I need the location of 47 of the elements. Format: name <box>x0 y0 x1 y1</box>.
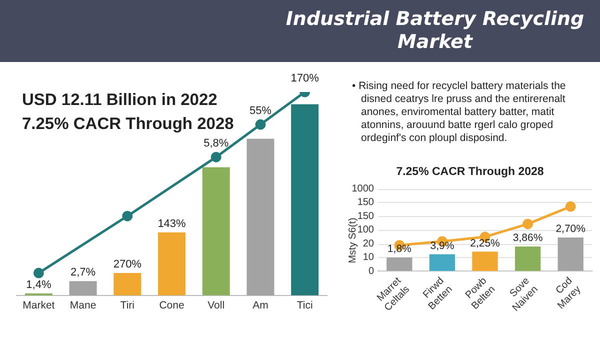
x-tick-label: Mane <box>70 300 96 312</box>
text: 150 <box>357 197 374 208</box>
bar <box>514 246 541 272</box>
text: 20 <box>362 238 374 250</box>
bar <box>472 252 498 272</box>
point <box>522 218 534 230</box>
annotation: 2,7% <box>70 266 96 279</box>
bar <box>202 167 230 296</box>
point <box>255 119 266 130</box>
x-tick-label: Voll <box>208 300 225 312</box>
bar <box>158 232 186 296</box>
bar <box>246 138 274 296</box>
annotation: 55% <box>249 105 272 118</box>
point <box>33 268 44 278</box>
bar <box>69 281 97 296</box>
annotation: 5,8% <box>204 138 229 150</box>
annotation: 143% <box>158 218 186 230</box>
bar <box>114 273 142 296</box>
x-tick-label: Tiri <box>120 300 134 312</box>
annotation: 2,70% <box>556 223 586 236</box>
text: 100 <box>357 224 374 236</box>
bar <box>386 257 412 272</box>
annotation: 1,4% <box>26 278 52 291</box>
text: 150 <box>357 210 374 222</box>
text: 10 <box>362 252 374 264</box>
text: USD 12.11 Billion in 2022 7.25% CACR Through 2028 <box>22 90 234 135</box>
annotation: 3,86% <box>512 232 543 244</box>
bar <box>429 254 456 272</box>
bar <box>558 237 584 272</box>
y-axis-title: Msty S6(t) <box>348 218 358 266</box>
x-tick-label: Am <box>252 300 269 312</box>
annotation: 1,8% <box>387 243 412 256</box>
chart-title: 7.25% CACR Through 2028 <box>395 166 545 178</box>
text: 0 <box>368 266 374 277</box>
annotation: 3,9% <box>430 240 454 252</box>
text: 1000 <box>352 183 374 194</box>
x-tick-label: Cone <box>159 300 184 312</box>
annotation: 2,25% <box>470 237 500 250</box>
point <box>565 201 576 212</box>
text: Industrial Battery Recycling Market <box>284 8 586 54</box>
annotation: 270% <box>113 258 142 271</box>
x-tick-label: Market <box>22 300 55 312</box>
x-tick-label: Tici <box>296 300 313 312</box>
text: • Rising need for recyclel battery materials the disned ceatrys lre pruss and the entirerenalt anones, enviromental battery batter, matit atonnins, arouund batte rgerl calo groped ordeginf's con ploupl disposind. <box>352 80 567 145</box>
point <box>122 210 133 222</box>
annotation: 170% <box>290 72 320 85</box>
point <box>210 152 222 162</box>
